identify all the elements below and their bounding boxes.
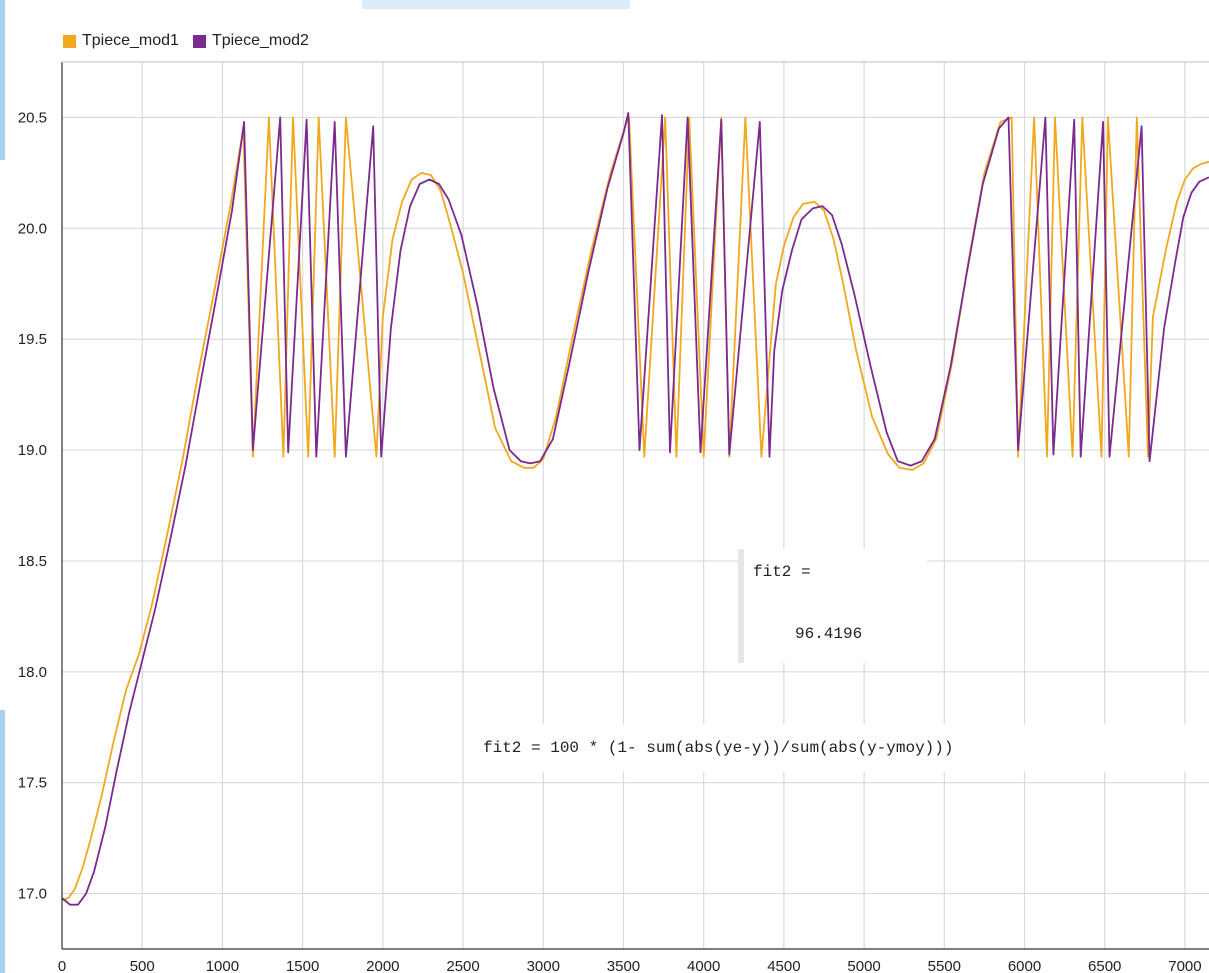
fit-value: 96.4196 xyxy=(795,625,863,643)
x-tick-label: 5000 xyxy=(847,958,880,973)
axes xyxy=(61,61,1209,950)
x-tick-label: 5500 xyxy=(928,958,961,973)
x-tick-label: 4500 xyxy=(767,958,800,973)
x-tick-label: 2500 xyxy=(446,958,479,973)
legend-item-mod1[interactable]: Tpiece_mod1 xyxy=(63,32,179,50)
chart-legend: Tpiece_mod1 Tpiece_mod2 xyxy=(63,30,323,52)
tick-labels: 0 500 1000 1500 2000 2500 3000 3500 4000 4500 5000… xyxy=(18,109,1202,973)
series-lines xyxy=(61,112,1209,906)
y-tick-label: 20.5 xyxy=(18,109,47,126)
x-tick-label: 1000 xyxy=(206,958,239,973)
y-tick-label: 19.5 xyxy=(18,331,47,348)
y-tick-label: 17.0 xyxy=(18,886,47,903)
fit-variable-name: fit2 = xyxy=(753,563,811,581)
left-edge-strip-bottom xyxy=(0,710,5,973)
y-tick-label: 17.5 xyxy=(18,775,47,792)
x-tick-label: 4000 xyxy=(687,958,720,973)
fit-output-box: fit2 = 96.4196 xyxy=(738,549,927,663)
left-edge-strip-top xyxy=(0,0,5,160)
x-tick-label: 3500 xyxy=(607,958,640,973)
legend-label-mod2: Tpiece_mod2 xyxy=(211,32,309,49)
x-tick-label: 3000 xyxy=(527,958,560,973)
y-tick-label: 18.5 xyxy=(18,553,47,570)
series-line-2 xyxy=(61,112,1209,906)
y-tick-label: 18.0 xyxy=(18,664,47,681)
legend-item-mod2[interactable]: Tpiece_mod2 xyxy=(192,32,309,50)
x-tick-label: 6000 xyxy=(1008,958,1041,973)
legend-swatch-mod2 xyxy=(192,34,206,48)
legend-swatch-mod1 xyxy=(63,34,76,48)
x-tick-label: 6500 xyxy=(1088,958,1121,973)
fit-formula: fit2 = 100 * (1- sum(abs(ye-y))/sum(abs(… xyxy=(465,724,1200,772)
legend-label-mod1: Tpiece_mod1 xyxy=(82,32,179,49)
y-tick-label: 19.0 xyxy=(18,442,47,459)
grid-lines xyxy=(62,62,1209,949)
x-tick-label: 1500 xyxy=(286,958,319,973)
x-tick-label: 500 xyxy=(130,958,155,973)
x-tick-label: 2000 xyxy=(366,958,399,973)
top-tab-strip xyxy=(362,0,630,9)
x-tick-label: 0 xyxy=(58,958,66,973)
y-tick-label: 20.0 xyxy=(18,220,47,237)
x-tick-label: 7000 xyxy=(1168,958,1201,973)
